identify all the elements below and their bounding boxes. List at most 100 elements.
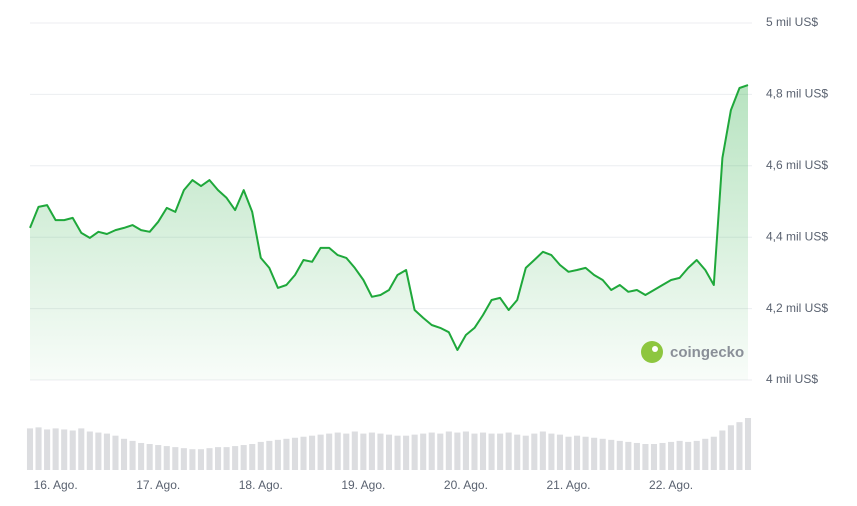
volume-bar <box>693 440 700 470</box>
volume-bar <box>334 432 341 470</box>
volume-bar <box>385 434 393 470</box>
x-tick-label: 22. Ago. <box>649 478 693 492</box>
volume-bar <box>454 432 461 470</box>
volume-bar <box>702 438 709 470</box>
volume-bar <box>514 434 521 470</box>
volume-bar <box>582 436 589 470</box>
volume-bar <box>625 441 632 470</box>
volume-bar <box>180 448 187 470</box>
y-tick-label: 5 mil US$ <box>766 15 818 29</box>
volume-bar <box>274 439 281 470</box>
volume-bar <box>565 436 572 470</box>
volume-bar <box>112 435 119 470</box>
volume-bar <box>505 432 512 470</box>
x-tick-label: 20. Ago. <box>444 478 488 492</box>
volume-bar <box>556 434 563 470</box>
volume-bar <box>650 444 658 470</box>
volume-bar <box>685 441 692 470</box>
volume-bar <box>719 430 726 470</box>
volume-bar <box>599 438 606 470</box>
volume-bar <box>479 432 487 470</box>
volume-bar <box>411 434 418 470</box>
volume-bar <box>574 435 581 470</box>
volume-bar <box>240 445 247 470</box>
volume-bar <box>608 439 615 470</box>
volume-bar <box>531 433 538 470</box>
volume-bar <box>497 433 504 470</box>
volume-bar <box>676 440 683 470</box>
volume-bar <box>471 433 478 470</box>
volume-bar <box>377 433 384 470</box>
volume-bar <box>146 444 153 470</box>
volume-bar <box>172 447 179 470</box>
volume-bar <box>744 418 752 470</box>
plot-area: 4 mil US$ 4,2 mil US$ 4,4 mil US$ 4,6 mil U… <box>26 15 828 492</box>
volume-bar <box>326 433 333 470</box>
watermark-logo <box>641 341 663 363</box>
volume-bar <box>26 428 34 470</box>
x-tick-label: 18. Ago. <box>239 478 283 492</box>
y-tick-label: 4 mil US$ <box>766 372 818 386</box>
volume-bar <box>197 449 204 470</box>
volume-bar <box>360 433 367 470</box>
volume-bar <box>309 435 316 470</box>
volume-bar <box>659 442 666 470</box>
volume-bar <box>138 442 145 470</box>
volume-bar <box>633 442 640 470</box>
volume-bar <box>44 429 51 470</box>
volume-bar <box>420 433 427 470</box>
volume-bar <box>189 449 196 470</box>
volume-bar <box>69 430 76 470</box>
volume-bar <box>462 431 469 470</box>
volume-bar <box>727 425 734 470</box>
volume-bar <box>206 448 213 470</box>
volume-bar <box>445 431 452 470</box>
volume-bar <box>668 441 675 470</box>
volume-bar <box>257 441 264 470</box>
volume-bar <box>78 428 85 470</box>
volume-bar <box>368 432 375 470</box>
volume-bar <box>223 447 230 470</box>
volume-bar <box>291 437 299 470</box>
volume-bar <box>232 446 239 470</box>
x-tick-label: 19. Ago. <box>341 478 385 492</box>
volume-bar <box>548 433 555 470</box>
volume-bar <box>61 429 68 470</box>
volume-bar <box>403 435 410 470</box>
volume-bar <box>52 428 59 470</box>
volume-bar <box>591 437 598 470</box>
volume-bar <box>642 444 649 470</box>
x-tick-label: 16. Ago. <box>34 478 78 492</box>
volume-bar <box>428 432 435 470</box>
volume-bar <box>86 431 93 470</box>
volume-bar <box>300 436 307 470</box>
volume-bar <box>35 427 42 470</box>
volume-bar <box>155 445 162 470</box>
volume-bar <box>163 446 170 470</box>
y-tick-label: 4,2 mil US$ <box>766 301 828 315</box>
volume-bar <box>488 433 495 470</box>
volume-bar <box>394 435 401 470</box>
price-line <box>29 84 749 351</box>
volume-bar <box>317 434 324 470</box>
volume-bar <box>120 438 128 470</box>
volume-bar <box>249 444 256 470</box>
volume-bar <box>736 422 743 470</box>
volume-bar <box>710 436 717 470</box>
volume-bar <box>129 440 136 470</box>
volume-bar <box>266 440 273 470</box>
y-tick-label: 4,4 mil US$ <box>766 229 828 243</box>
watermark: coingecko <box>670 344 744 361</box>
area-fill <box>30 85 748 380</box>
volume-bar <box>539 431 546 470</box>
x-tick-label: 17. Ago. <box>136 478 180 492</box>
volume-bar <box>95 432 102 470</box>
volume-bar <box>343 433 350 470</box>
volume-bar <box>103 433 110 470</box>
volume-bar <box>616 440 623 470</box>
volume-bar <box>437 433 444 470</box>
y-tick-label: 4,8 mil US$ <box>766 87 828 101</box>
x-tick-label: 21. Ago. <box>546 478 590 492</box>
volume-bar <box>283 438 290 470</box>
